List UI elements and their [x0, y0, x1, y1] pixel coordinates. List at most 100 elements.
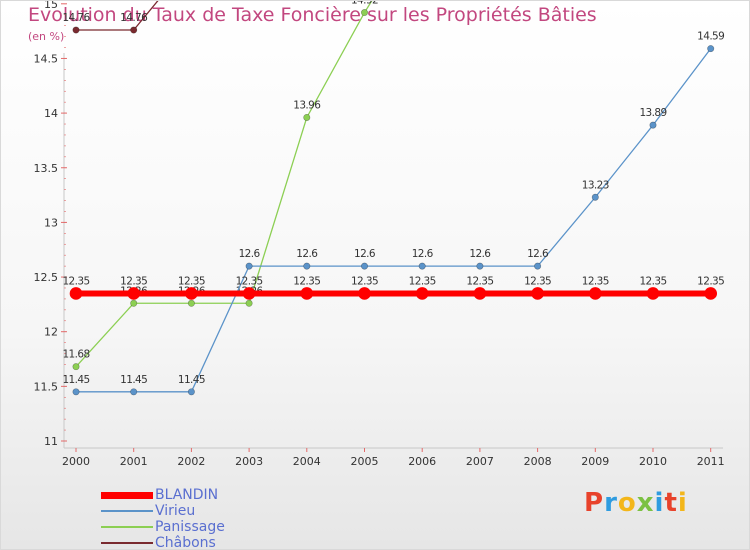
x-tick-label: 2011	[697, 455, 725, 468]
legend: BLANDIN Virieu Panissage Châbons	[101, 487, 225, 549]
x-tick-label: 2005	[351, 455, 379, 468]
legend-swatch	[101, 542, 153, 544]
data-label: 12.6	[296, 248, 318, 260]
data-point	[72, 388, 80, 396]
y-tick-label: 11	[44, 435, 58, 448]
data-point	[185, 287, 198, 300]
data-label: 14.59	[697, 31, 724, 43]
data-label: 12.6	[239, 248, 261, 260]
data-label: 12.35	[62, 275, 89, 287]
data-point	[303, 262, 311, 270]
data-point	[130, 388, 138, 396]
logo-letter: x	[636, 488, 655, 518]
y-tick-label: 12	[44, 326, 58, 339]
data-point	[534, 262, 542, 270]
legend-item: Panissage	[101, 519, 225, 535]
x-tick-label: 2006	[408, 455, 436, 468]
data-label: 12.6	[527, 248, 549, 260]
data-point	[588, 287, 602, 300]
data-label: 12.35	[351, 275, 378, 287]
y-tick-label: 13	[44, 216, 58, 229]
x-tick-label: 2007	[466, 455, 494, 468]
series-line-virieu	[76, 48, 712, 393]
data-point	[360, 9, 368, 17]
data-label: 12.35	[524, 275, 551, 287]
data-label: 14.76	[62, 12, 90, 24]
data-point	[649, 121, 657, 129]
data-label: 12.35	[582, 275, 609, 287]
data-point	[72, 26, 80, 34]
data-point	[130, 299, 138, 307]
legend-label: BLANDIN	[155, 487, 219, 503]
data-label: 12.6	[354, 248, 376, 260]
logo-letter: P	[584, 488, 605, 518]
data-point	[476, 262, 484, 270]
data-point	[531, 287, 544, 300]
y-tick-label: 11.5	[34, 380, 59, 393]
x-tick-label: 2001	[120, 455, 148, 468]
chart-title: Evolution du Taux de Taxe Foncière sur l…	[28, 4, 597, 26]
data-point	[303, 113, 311, 121]
data-point	[69, 287, 83, 300]
data-label: 11.45	[178, 374, 205, 386]
y-tick-label: 15	[44, 1, 58, 11]
x-tick-label: 2010	[639, 455, 667, 468]
series-line-châbons	[76, 1, 159, 31]
data-label: 12.35	[697, 275, 724, 287]
x-tick-label: 2008	[524, 455, 552, 468]
proxiti-logo: Proxiti	[584, 488, 688, 518]
data-point	[358, 287, 371, 300]
logo-letter: o	[617, 488, 637, 518]
legend-item: Virieu	[101, 503, 225, 519]
series-line-panissage	[75, 1, 373, 368]
y-tick-label: 14.5	[34, 52, 59, 65]
legend-swatch	[101, 510, 153, 512]
x-tick-label: 2002	[177, 455, 205, 468]
data-point	[591, 193, 599, 201]
logo-letter: t	[664, 488, 678, 518]
data-point	[187, 388, 195, 396]
legend-label: Virieu	[155, 503, 196, 519]
legend-swatch	[101, 526, 153, 528]
data-label: 11.45	[120, 374, 147, 386]
data-point	[415, 287, 429, 300]
data-point	[646, 287, 660, 300]
data-point	[245, 262, 253, 270]
data-label: 11.45	[62, 374, 89, 386]
legend-item: Châbons	[101, 535, 225, 549]
logo-letter: r	[604, 488, 618, 518]
data-label: 12.35	[178, 275, 205, 287]
logo-letter: i	[654, 488, 665, 518]
data-label: 14.92	[351, 1, 378, 7]
data-label: 12.35	[466, 275, 493, 287]
x-tick-label: 2000	[62, 455, 90, 468]
data-label: 11.68	[62, 349, 89, 361]
logo-letter: i	[677, 488, 688, 518]
data-label: 12.6	[469, 248, 491, 260]
x-tick-label: 2003	[235, 455, 263, 468]
y-tick-label: 13.5	[34, 162, 59, 175]
data-point	[707, 45, 715, 53]
data-label: 12.35	[236, 275, 263, 287]
x-tick-label: 2004	[293, 455, 321, 468]
unit-label: (en %)	[28, 30, 65, 43]
data-point	[245, 299, 253, 307]
data-label: 14.76	[120, 12, 148, 24]
data-point	[130, 26, 138, 34]
data-point	[127, 287, 140, 300]
legend-label: Panissage	[155, 519, 225, 535]
data-label: 12.35	[639, 275, 666, 287]
data-label: 13.96	[293, 99, 321, 111]
y-tick-label: 12.5	[34, 271, 59, 284]
x-tick-label: 2009	[581, 455, 609, 468]
data-point	[72, 363, 80, 371]
legend-swatch	[101, 491, 153, 499]
legend-item: BLANDIN	[101, 487, 225, 503]
data-point	[187, 299, 195, 307]
data-point	[418, 262, 426, 270]
data-point	[242, 287, 256, 300]
data-label: 12.35	[293, 275, 320, 287]
data-label: 12.35	[409, 275, 436, 287]
data-point	[360, 262, 368, 270]
